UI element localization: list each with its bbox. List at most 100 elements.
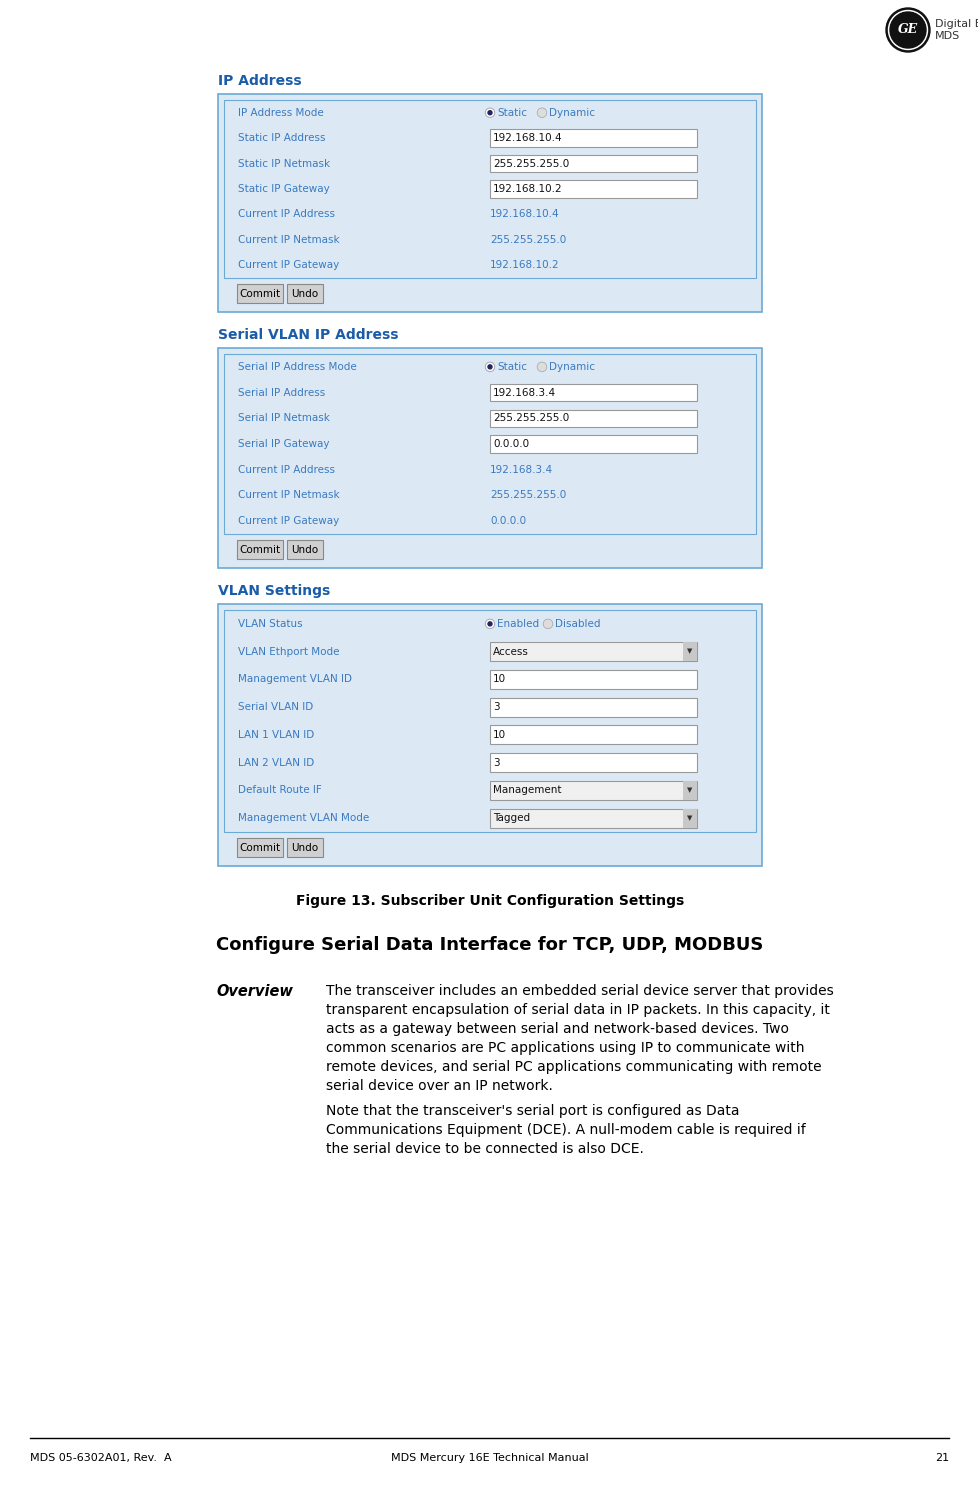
Text: LAN 2 VLAN ID: LAN 2 VLAN ID — [238, 757, 314, 767]
Text: Access: Access — [493, 646, 528, 657]
Text: 3: 3 — [493, 702, 499, 712]
Text: ▼: ▼ — [687, 787, 691, 793]
Text: IP Address: IP Address — [218, 73, 301, 88]
Circle shape — [485, 619, 494, 628]
Text: IP Address Mode: IP Address Mode — [238, 108, 324, 118]
Circle shape — [486, 109, 493, 117]
FancyBboxPatch shape — [218, 604, 761, 866]
Text: Disabled: Disabled — [555, 619, 600, 628]
Text: ▼: ▼ — [687, 649, 691, 655]
Text: Static IP Address: Static IP Address — [238, 133, 325, 144]
Text: Undo: Undo — [291, 842, 318, 853]
Circle shape — [485, 108, 494, 117]
Text: Tagged: Tagged — [493, 814, 529, 823]
Circle shape — [486, 364, 493, 371]
FancyBboxPatch shape — [490, 181, 696, 197]
FancyBboxPatch shape — [287, 284, 323, 304]
FancyBboxPatch shape — [490, 410, 696, 426]
Text: 192.168.10.4: 192.168.10.4 — [493, 133, 562, 144]
FancyBboxPatch shape — [224, 355, 755, 534]
Text: Serial IP Address: Serial IP Address — [238, 387, 325, 398]
Text: Commit: Commit — [240, 842, 281, 853]
FancyBboxPatch shape — [682, 781, 696, 800]
Text: Overview: Overview — [216, 984, 292, 999]
FancyBboxPatch shape — [237, 838, 283, 857]
Text: Current IP Netmask: Current IP Netmask — [238, 235, 339, 245]
FancyBboxPatch shape — [490, 726, 696, 745]
Circle shape — [487, 365, 492, 370]
Text: Undo: Undo — [291, 289, 318, 299]
Text: Current IP Address: Current IP Address — [238, 209, 334, 220]
Text: Static: Static — [497, 108, 526, 118]
Text: Serial IP Gateway: Serial IP Gateway — [238, 438, 330, 449]
FancyBboxPatch shape — [218, 94, 761, 313]
Text: MDS: MDS — [934, 31, 959, 40]
Text: 3: 3 — [493, 757, 499, 767]
Text: Current IP Gateway: Current IP Gateway — [238, 260, 339, 271]
Text: Commit: Commit — [240, 289, 281, 299]
Text: Configure Serial Data Interface for TCP, UDP, MODBUS: Configure Serial Data Interface for TCP,… — [216, 936, 763, 954]
Text: MDS Mercury 16E Technical Manual: MDS Mercury 16E Technical Manual — [390, 1453, 588, 1463]
Text: 0.0.0.0: 0.0.0.0 — [490, 516, 525, 527]
Circle shape — [538, 109, 545, 117]
FancyBboxPatch shape — [490, 435, 696, 453]
Text: 255.255.255.0: 255.255.255.0 — [490, 491, 565, 501]
Text: Digital Energy: Digital Energy — [934, 19, 978, 28]
FancyBboxPatch shape — [218, 349, 761, 568]
Text: Dynamic: Dynamic — [549, 108, 595, 118]
Circle shape — [537, 108, 546, 117]
FancyBboxPatch shape — [287, 838, 323, 857]
Text: VLAN Settings: VLAN Settings — [218, 583, 330, 598]
Text: Static IP Netmask: Static IP Netmask — [238, 159, 330, 169]
Text: Enabled: Enabled — [497, 619, 539, 628]
Text: MDS 05-6302A01, Rev.  A: MDS 05-6302A01, Rev. A — [30, 1453, 171, 1463]
Circle shape — [889, 12, 925, 48]
Circle shape — [538, 364, 545, 371]
Text: The transceiver includes an embedded serial device server that provides
transpar: The transceiver includes an embedded ser… — [326, 984, 833, 1092]
FancyBboxPatch shape — [490, 384, 696, 401]
Text: Commit: Commit — [240, 545, 281, 555]
Text: Management VLAN ID: Management VLAN ID — [238, 675, 352, 684]
Text: Current IP Gateway: Current IP Gateway — [238, 516, 339, 527]
Text: Figure 13. Subscriber Unit Configuration Settings: Figure 13. Subscriber Unit Configuration… — [295, 895, 684, 908]
Text: Current IP Address: Current IP Address — [238, 465, 334, 474]
FancyBboxPatch shape — [490, 809, 696, 827]
Text: 255.255.255.0: 255.255.255.0 — [490, 235, 565, 245]
Circle shape — [537, 362, 546, 371]
Text: Serial VLAN ID: Serial VLAN ID — [238, 702, 313, 712]
Text: 0.0.0.0: 0.0.0.0 — [493, 438, 528, 449]
Text: VLAN Status: VLAN Status — [238, 619, 302, 628]
Text: 192.168.10.2: 192.168.10.2 — [490, 260, 559, 271]
Text: Management: Management — [493, 785, 561, 796]
Text: 21: 21 — [934, 1453, 948, 1463]
Circle shape — [543, 619, 552, 628]
Circle shape — [487, 111, 492, 115]
Text: Default Route IF: Default Route IF — [238, 785, 322, 796]
Text: Static IP Gateway: Static IP Gateway — [238, 184, 330, 194]
Circle shape — [487, 622, 492, 625]
Text: ▼: ▼ — [687, 815, 691, 821]
Text: 255.255.255.0: 255.255.255.0 — [493, 159, 568, 169]
Circle shape — [485, 362, 494, 371]
FancyBboxPatch shape — [490, 781, 696, 800]
Text: Serial VLAN IP Address: Serial VLAN IP Address — [218, 328, 398, 343]
Text: 192.168.10.4: 192.168.10.4 — [490, 209, 559, 220]
Text: 10: 10 — [493, 730, 506, 741]
FancyBboxPatch shape — [682, 642, 696, 661]
Text: Undo: Undo — [291, 545, 318, 555]
FancyBboxPatch shape — [287, 540, 323, 560]
FancyBboxPatch shape — [224, 100, 755, 278]
Text: 192.168.10.2: 192.168.10.2 — [493, 184, 562, 194]
Text: Current IP Netmask: Current IP Netmask — [238, 491, 339, 501]
Text: LAN 1 VLAN ID: LAN 1 VLAN ID — [238, 730, 314, 741]
Circle shape — [885, 7, 929, 52]
FancyBboxPatch shape — [224, 610, 755, 832]
Text: 10: 10 — [493, 675, 506, 684]
FancyBboxPatch shape — [490, 670, 696, 688]
Text: Serial IP Netmask: Serial IP Netmask — [238, 413, 330, 423]
Text: 255.255.255.0: 255.255.255.0 — [493, 413, 568, 423]
Text: VLAN Ethport Mode: VLAN Ethport Mode — [238, 646, 339, 657]
Text: Management VLAN Mode: Management VLAN Mode — [238, 814, 369, 823]
Text: 192.168.3.4: 192.168.3.4 — [493, 387, 556, 398]
FancyBboxPatch shape — [682, 809, 696, 827]
